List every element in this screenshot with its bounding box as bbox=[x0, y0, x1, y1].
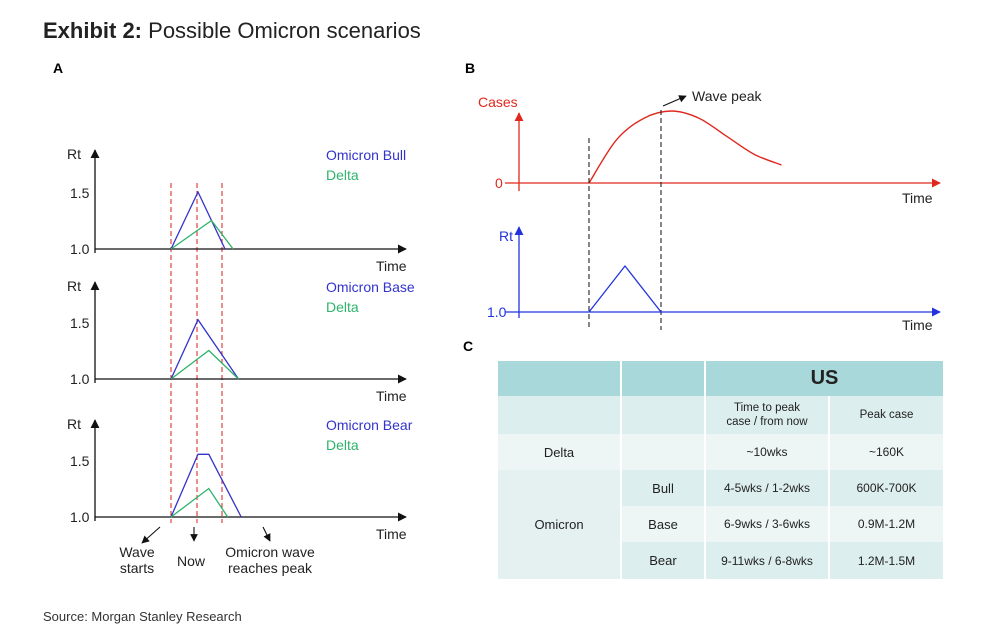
table-colhead-time-l1: Time to peak bbox=[733, 402, 801, 414]
cases-x-label: Time bbox=[902, 190, 933, 206]
event-arrow-0 bbox=[141, 526, 161, 544]
rt-tick-label: 1.0 bbox=[487, 304, 507, 320]
event-label: Wave bbox=[119, 544, 154, 560]
x-axis-label: Time bbox=[376, 258, 407, 274]
x-axis-label: Time bbox=[376, 526, 407, 542]
panel-letter-c: C bbox=[463, 338, 473, 354]
cases-zero-label: 0 bbox=[495, 175, 503, 191]
event-label: reaches peak bbox=[228, 560, 313, 576]
event-label: Now bbox=[177, 553, 206, 569]
table-header-us: US bbox=[704, 361, 943, 396]
x-axis-label: Time bbox=[376, 388, 407, 404]
legend-entry: Delta bbox=[326, 299, 359, 315]
rt-x-label: Time bbox=[902, 317, 933, 333]
table-row: Base 6-9wks / 3-6wks 0.9M-1.2M bbox=[498, 506, 943, 542]
y-tick-label: 1.5 bbox=[70, 315, 90, 331]
y-tick-label: 1.0 bbox=[70, 509, 90, 525]
y-tick-label: 1.5 bbox=[70, 453, 90, 469]
series-line-omicron bbox=[170, 318, 240, 380]
table-cell-variant: Omicron bbox=[498, 470, 620, 579]
series-line-delta bbox=[170, 487, 229, 518]
event-label: starts bbox=[120, 560, 154, 576]
wave-peak-arrow bbox=[662, 95, 687, 107]
table-colhead-blank-1 bbox=[498, 396, 620, 434]
panel-b: Cases 0 Time Wave peak Rt 1.0 Time bbox=[478, 88, 941, 333]
table-header-blank-1 bbox=[498, 361, 620, 396]
table-cell-peak: 0.9M-1.2M bbox=[828, 506, 943, 542]
y-tick-label: 1.0 bbox=[70, 241, 90, 257]
cases-curve bbox=[588, 110, 782, 184]
event-label: Omicron wave bbox=[225, 544, 315, 560]
table-row: Omicron Bull 4-5wks / 1-2wks 600K-700K bbox=[498, 470, 943, 579]
table-cell-variant: Delta bbox=[498, 434, 620, 470]
source-note: Source: Morgan Stanley Research bbox=[43, 609, 242, 624]
table-cell-scenario: Bull bbox=[620, 470, 704, 506]
table-cell-peak: ~160K bbox=[828, 434, 943, 470]
legend-entry: Delta bbox=[326, 167, 359, 183]
panel-a: Rt 1.5 1.0 Time Omicron Bull Delta Rt 1.5 1.0 Tim… bbox=[67, 146, 415, 576]
wave-peak-annotation: Wave peak bbox=[692, 88, 763, 104]
panel-letter-a: A bbox=[53, 60, 63, 76]
table-header-blank-2 bbox=[620, 361, 704, 396]
exhibit-title: Exhibit 2: Possible Omicron scenarios bbox=[43, 18, 421, 44]
y-tick-label: 1.5 bbox=[70, 185, 90, 201]
table-cell-scenario: Base bbox=[620, 506, 704, 542]
y-axis-label: Rt bbox=[67, 146, 81, 162]
table-colhead-peak: Peak case bbox=[828, 396, 943, 434]
table-cell-peak: 600K-700K bbox=[828, 470, 943, 506]
series-line-delta bbox=[170, 349, 239, 380]
series-line-delta bbox=[170, 219, 234, 250]
exhibit-label: Exhibit 2: bbox=[43, 18, 143, 43]
table-colhead-time-l2: case / from now bbox=[726, 416, 808, 428]
table-colhead-blank-2 bbox=[620, 396, 704, 434]
table-cell-time: 6-9wks / 3-6wks bbox=[704, 506, 828, 542]
us-scenario-table: US Time to peak case / from now Peak case… bbox=[498, 361, 943, 579]
exhibit-heading: Possible Omicron scenarios bbox=[148, 18, 421, 43]
y-tick-label: 1.0 bbox=[70, 371, 90, 387]
table-cell-time: ~10wks bbox=[704, 434, 828, 470]
table-cell-scenario: Bear bbox=[620, 542, 704, 579]
table-cell-time: 9-11wks / 6-8wks bbox=[704, 542, 828, 579]
table-colhead-time: Time to peak case / from now bbox=[704, 396, 828, 434]
table-cell-time: 4-5wks / 1-2wks bbox=[704, 470, 828, 506]
legend-entry: Omicron Base bbox=[326, 279, 415, 295]
table-cell-scenario bbox=[620, 434, 704, 470]
legend-entry: Omicron Bear bbox=[326, 417, 413, 433]
legend-entry: Delta bbox=[326, 437, 359, 453]
table-row: Bear 9-11wks / 6-8wks 1.2M-1.5M bbox=[498, 542, 943, 579]
rt-line bbox=[588, 264, 662, 313]
y-axis-label: Rt bbox=[67, 416, 81, 432]
event-arrow-2 bbox=[262, 526, 271, 542]
rt-axis-label: Rt bbox=[499, 228, 513, 244]
panel-letter-b: B bbox=[465, 60, 475, 76]
y-axis-label: Rt bbox=[67, 278, 81, 294]
table-row: Delta ~10wks ~160K bbox=[498, 434, 943, 470]
legend-entry: Omicron Bull bbox=[326, 147, 406, 163]
series-line-omicron bbox=[170, 453, 242, 518]
table-cell-peak: 1.2M-1.5M bbox=[828, 542, 943, 579]
cases-axis-label: Cases bbox=[478, 94, 518, 110]
series-line-omicron bbox=[170, 190, 226, 250]
